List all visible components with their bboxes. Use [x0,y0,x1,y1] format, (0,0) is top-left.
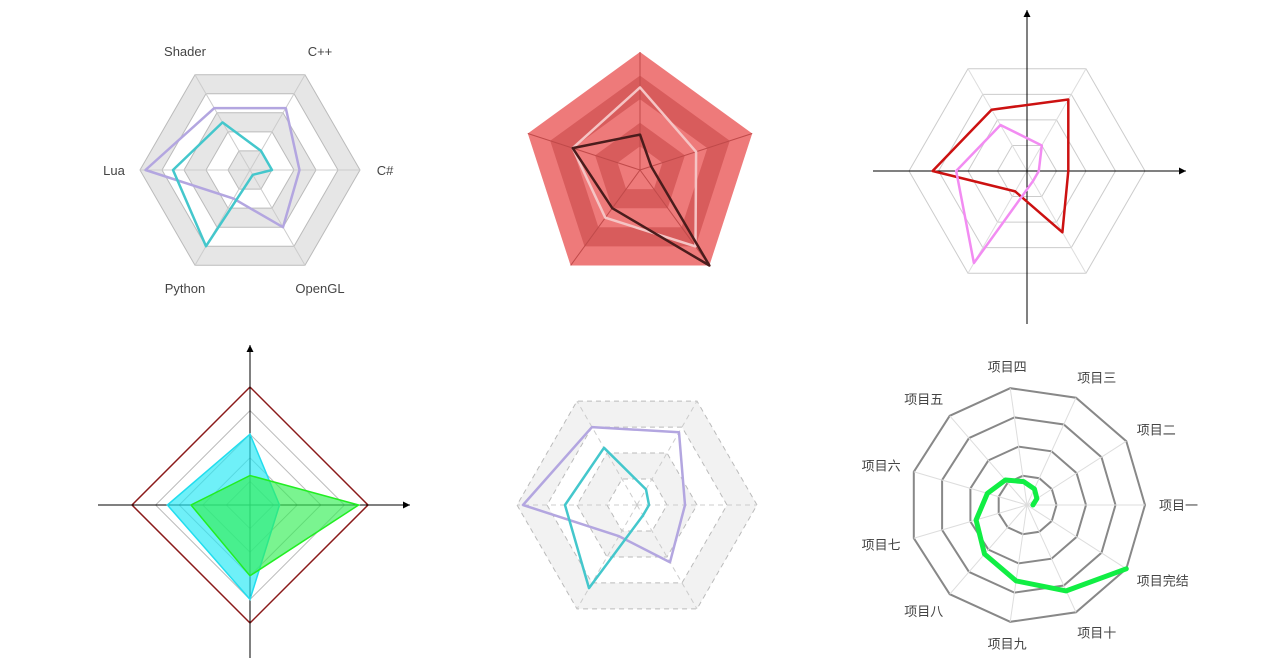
series-line-0 [571,86,698,248]
indicator-label: Shader [164,44,207,59]
y-axis-arrowhead [1023,10,1031,17]
axis-spoke-9 [1026,504,1077,613]
axis-spoke-4 [949,415,1028,506]
axis-spoke-1 [1026,440,1127,506]
series-line-0 [144,106,301,229]
axis-spoke-5 [636,504,698,610]
series-area-0 [189,474,361,577]
x-axis-arrowhead [403,501,410,509]
indicator-label: 项目二 [1137,422,1176,437]
series-line-0 [973,477,1129,594]
indicator-label: Lua [103,163,125,178]
axis-spoke-2 [527,133,641,171]
axis-spoke-5 [913,471,1028,506]
axis-spoke-8 [1009,504,1028,622]
grid-ring-1 [997,474,1058,536]
axis-spoke-5 [1026,170,1087,274]
grid-ring-2 [969,445,1088,565]
radar-chart-dashed [516,400,758,610]
axis-spoke-3 [1009,388,1028,506]
axis-spoke-1 [636,400,698,506]
indicator-label: 项目四 [988,359,1027,374]
radar-chart-red-pentagon [527,52,753,267]
y-axis-arrowhead [246,345,254,352]
indicator-label: 项目一 [1159,498,1198,513]
series-line-1 [954,123,1044,265]
radar-chart-with-axes [873,10,1186,324]
radar-chart-skills: C# C++ Shader Lua Python OpenGL [103,44,394,296]
axis-spoke-5 [249,169,306,266]
indicator-label: 项目三 [1077,371,1116,386]
axis-spoke-7 [949,504,1028,595]
indicator-label: OpenGL [295,281,344,296]
grid-ring-4 [912,387,1147,623]
indicator-label: 项目十 [1077,625,1116,640]
series-line-0 [931,98,1070,234]
axis-spoke-1 [249,74,306,171]
series-line-0 [521,425,687,564]
series-line-1 [563,446,651,590]
indicator-label: 项目五 [904,392,943,407]
indicator-label: 项目完结 [1137,574,1189,589]
indicator-label: C++ [308,44,333,59]
indicator-label: C# [377,163,394,178]
indicator-label: 项目七 [862,537,901,552]
axis-spoke-4 [639,169,710,266]
axis-spoke-2 [967,68,1028,172]
grid-ring-3 [941,416,1117,594]
axis-spoke-4 [576,504,638,610]
indicator-label: 项目八 [904,604,943,619]
indicator-label: Python [165,281,205,296]
series-line-1 [171,121,274,248]
x-axis-arrowhead [1179,167,1186,175]
indicator-label: 项目六 [862,459,901,474]
axis-spoke-2 [576,400,638,506]
series-line-1 [571,133,711,267]
indicator-label: 项目九 [988,637,1027,652]
axis-spoke-10 [1026,504,1127,570]
axis-spoke-1 [1026,68,1087,172]
axis-spoke-6 [913,504,1028,539]
radar-chart-diamond [98,345,410,658]
axis-spoke-4 [194,169,251,266]
